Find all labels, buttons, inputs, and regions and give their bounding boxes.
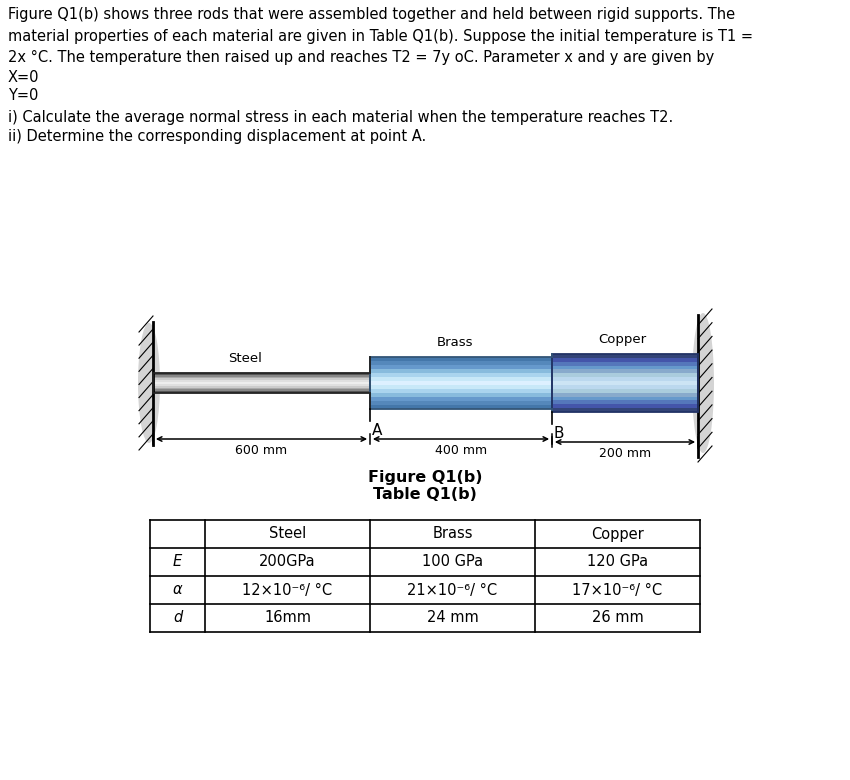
Bar [370,381,552,385]
Bar [552,354,698,358]
Text: Copper: Copper [598,333,646,346]
Text: d: d [173,611,182,626]
Bar [153,373,370,375]
Bar [552,392,698,396]
Bar [552,388,698,392]
Bar [153,373,370,393]
Text: X=0: X=0 [8,70,39,85]
Text: 200GPa: 200GPa [259,555,316,569]
Text: Figure Q1(b): Figure Q1(b) [368,470,482,485]
Text: B: B [554,426,564,441]
Text: 100 GPa: 100 GPa [422,555,483,569]
Bar [153,388,370,389]
Bar [552,404,698,408]
Bar [153,389,370,392]
Bar [370,389,552,393]
Text: 16mm: 16mm [264,611,311,626]
Text: Brass: Brass [437,336,473,349]
Text: E: E [173,555,182,569]
Bar [552,396,698,400]
Text: α: α [173,583,182,597]
Text: 21×10⁻⁶/ °C: 21×10⁻⁶/ °C [407,583,497,597]
Text: 26 mm: 26 mm [592,611,643,626]
Text: 400 mm: 400 mm [435,444,487,457]
Bar [370,401,552,405]
Bar [552,354,698,412]
Bar [153,378,370,381]
Bar [552,378,698,381]
Bar [370,357,552,409]
Bar [370,377,552,381]
Text: 200 mm: 200 mm [599,447,651,460]
Text: 12×10⁻⁶/ °C: 12×10⁻⁶/ °C [242,583,332,597]
Bar [370,361,552,365]
Bar [153,382,370,384]
Bar [552,385,698,388]
Text: 120 GPa: 120 GPa [587,555,648,569]
Text: 600 mm: 600 mm [235,444,287,457]
Bar [370,369,552,373]
Bar [552,408,698,412]
Text: Figure Q1(b) shows three rods that were assembled together and held between rigi: Figure Q1(b) shows three rods that were … [8,7,753,66]
Bar [153,386,370,388]
Text: 17×10⁻⁶/ °C: 17×10⁻⁶/ °C [572,583,662,597]
Bar [370,385,552,389]
Bar [370,393,552,397]
Bar [552,374,698,378]
Bar [552,358,698,362]
Text: Copper: Copper [591,526,643,541]
Bar [370,357,552,361]
Text: 24 mm: 24 mm [427,611,479,626]
Bar [370,397,552,401]
Bar [552,370,698,374]
Bar [153,392,370,393]
Bar [370,405,552,409]
Text: Brass: Brass [433,526,473,541]
Bar [153,381,370,382]
Ellipse shape [138,323,160,443]
Bar [552,400,698,404]
Bar [552,366,698,370]
Ellipse shape [692,313,714,453]
Bar [370,365,552,369]
Text: Steel: Steel [269,526,306,541]
Bar [552,362,698,366]
Bar [153,384,370,386]
Text: ii) Determine the corresponding displacement at point A.: ii) Determine the corresponding displace… [8,129,426,144]
Text: i) Calculate the average normal stress in each material when the temperature rea: i) Calculate the average normal stress i… [8,110,673,125]
Bar [552,381,698,385]
Bar [153,375,370,377]
Text: Steel: Steel [228,352,262,365]
Bar [153,377,370,378]
Text: Table Q1(b): Table Q1(b) [373,487,477,502]
Text: Y=0: Y=0 [8,88,38,103]
Text: A: A [372,423,382,438]
Bar [370,373,552,377]
